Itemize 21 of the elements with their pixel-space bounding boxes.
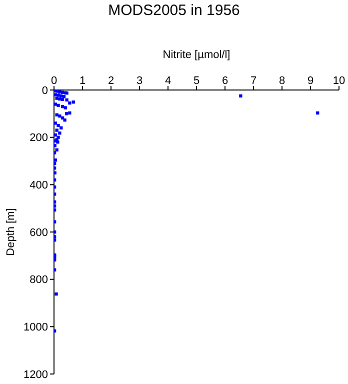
x-tick-label: 4 <box>164 75 172 87</box>
chart-title: MODS2005 in 1956 <box>107 2 241 19</box>
x-tick-label: 9 <box>307 75 314 87</box>
x-tick-label: 7 <box>250 75 257 87</box>
x-tick-label: 5 <box>193 75 200 87</box>
x-axis-title: Nitrite [µmol/l] <box>162 48 230 61</box>
x-tick-label: 8 <box>278 75 286 87</box>
x-tick-label: 10 <box>332 75 346 87</box>
y-tick-label: 600 <box>30 226 48 239</box>
x-tick-label: 0 <box>50 75 58 87</box>
y-tick-label: 400 <box>30 180 48 192</box>
y-tick-label: 0 <box>42 84 48 97</box>
x-tick-label: 3 <box>136 75 143 87</box>
y-axis-title: Depth [m] <box>4 208 17 256</box>
x-tick-label: 2 <box>108 75 114 87</box>
x-tick-label: 1 <box>79 75 86 87</box>
y-tick-label: 1000 <box>24 322 48 334</box>
x-tick-label: 6 <box>222 75 228 87</box>
y-tick-label: 1200 <box>24 368 48 381</box>
y-tick-label: 800 <box>30 274 48 286</box>
y-tick-label: 200 <box>30 132 48 144</box>
